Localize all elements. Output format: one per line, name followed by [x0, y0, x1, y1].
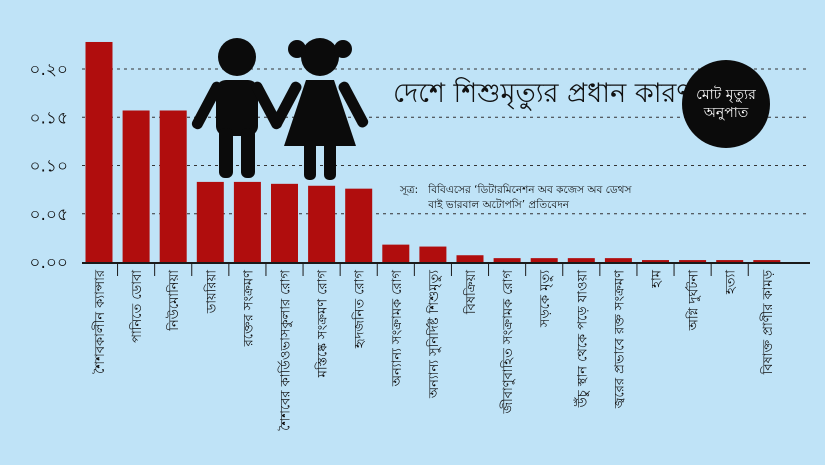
x-tick-label: উঁচু স্থান থেকে পড়ে যাওয়া: [574, 270, 590, 409]
x-tick-label: শৈশবকালীন ক্যান্সার: [92, 269, 108, 374]
y-tick-label: ০.০৫: [29, 205, 68, 225]
x-tick-label: জ্বরের প্রভাবে রক্ত সংক্রমণ: [612, 269, 627, 409]
badge-line-1: মোট মৃত্যুর: [696, 87, 756, 103]
bar: [493, 258, 521, 262]
y-tick-label: ০.১৫: [29, 108, 68, 128]
x-tick-label: অন্যান্য সুনির্দিষ্ট শিশুমৃত্যু: [426, 270, 442, 399]
y-tick-label: ০.২০: [29, 60, 68, 80]
x-tick-label: বিষাক্ত প্রাণীর কামড়: [760, 269, 776, 375]
x-tick-label: নিউমোনিয়া: [166, 270, 182, 332]
bar: [308, 185, 336, 262]
bar: [456, 255, 484, 262]
source-label: সূত্র:: [400, 184, 419, 196]
bar: [196, 181, 224, 262]
x-tick-label: পানিতে ডোবা: [129, 270, 145, 343]
bar: [642, 260, 669, 262]
chart-title: দেশে শিশুমৃত্যুর প্রধান কারণ: [393, 78, 693, 109]
x-tick-label: ডায়রিয়া: [203, 270, 219, 315]
y-tick-label: ০.১০: [29, 157, 68, 177]
y-tick-label: ০.০০: [29, 253, 68, 273]
bar: [567, 258, 595, 262]
x-tick-label: বিষক্রিয়া: [463, 270, 479, 315]
x-tick-label: হৃদজনিত রোগ: [352, 270, 368, 350]
x-tick-label: হত্যা: [724, 270, 739, 295]
bar: [530, 258, 558, 262]
x-tick-label: সড়কে মৃত্যু: [538, 270, 553, 328]
x-tick-label: হাম: [650, 269, 665, 289]
x-tick-label: শৈশবের কার্ডিওভাসকুলার রোগ: [278, 270, 294, 431]
bar: [716, 260, 744, 262]
bar: [419, 246, 447, 262]
bar: [604, 258, 632, 262]
unit-badge: মোট মৃত্যুর অনুপাত: [682, 60, 770, 148]
x-tick-label: মস্তিষ্কে সংক্রমণ রোগ: [315, 270, 331, 379]
source-note: সূত্র: বিবিএসের ‘ডিটারমিনেশন অব কজেস অব …: [400, 183, 648, 213]
x-tick-label: জীবাণুবাহিত সংক্রামক রোগ: [500, 270, 516, 415]
bar: [233, 181, 261, 262]
y-axis-tick-labels: ০.০০ ০.০৫ ০.১০ ০.১৫ ০.২০: [29, 60, 68, 273]
x-tick-label: অন্যান্য সংক্রামক রোগ: [390, 270, 405, 388]
bar: [679, 260, 707, 262]
badge-line-2: অনুপাত: [703, 105, 749, 121]
x-tick-label: অগ্নি দুর্ঘটনা: [686, 270, 702, 332]
bar: [271, 183, 298, 262]
bar: [85, 41, 113, 263]
x-axis-category-labels: শৈশবকালীন ক্যান্সার পানিতে ডোবা নিউমোনিয়া…: [92, 264, 776, 431]
bar: [122, 110, 150, 263]
bar: [753, 260, 781, 262]
bar: [382, 244, 410, 262]
x-tick-label: রক্তের সংক্রমণ: [241, 269, 256, 348]
boy-icon: [191, 38, 283, 178]
source-text: বিবিএসের ‘ডিটারমিনেশন অব কজেস অব ডেথস বা…: [428, 184, 632, 211]
bar: [159, 110, 187, 263]
girl-icon: [271, 38, 369, 180]
bars: [85, 41, 781, 263]
bar: [345, 188, 373, 262]
